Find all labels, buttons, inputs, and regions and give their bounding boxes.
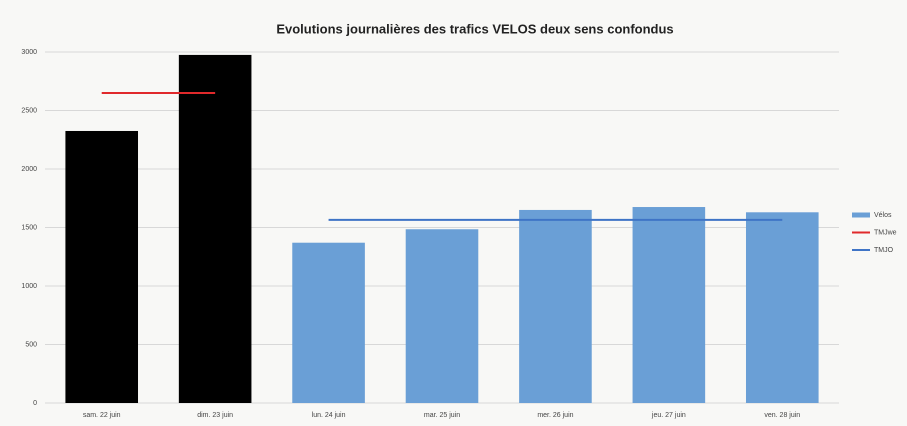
x-tick-label: sam. 22 juin [83, 412, 121, 419]
bar [519, 209, 592, 403]
bar [745, 212, 819, 403]
bar [292, 242, 365, 403]
legend-swatch [852, 212, 870, 218]
bar [632, 207, 706, 403]
x-tick-label: mer. 26 juin [537, 412, 573, 419]
legend-label: TMJwe [874, 229, 897, 236]
x-tick-label: dim. 23 juin [197, 412, 233, 419]
x-tick-label: lun. 24 juin [312, 412, 346, 419]
bar [65, 130, 139, 403]
legend-label: TMJO [874, 247, 894, 254]
y-tick-label: 3000 [21, 49, 37, 56]
chart-title: Evolutions journalières des trafics VELO… [276, 21, 673, 36]
legend-label: Vélos [874, 212, 892, 219]
y-tick-label: 1500 [21, 224, 37, 231]
y-tick-label: 2000 [21, 166, 37, 173]
y-tick-label: 1000 [21, 283, 37, 290]
x-tick-label: ven. 28 juin [764, 412, 800, 419]
y-tick-label: 500 [25, 341, 37, 348]
x-tick-label: mar. 25 juin [424, 412, 460, 419]
y-tick-label: 2500 [21, 107, 37, 114]
bar [405, 229, 479, 403]
y-tick-label: 0 [33, 400, 37, 407]
bar [178, 54, 252, 404]
x-tick-label: jeu. 27 juin [651, 412, 686, 419]
